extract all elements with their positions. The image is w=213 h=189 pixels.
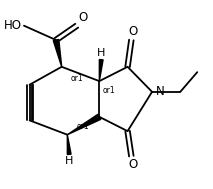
Text: H: H (65, 156, 73, 166)
Polygon shape (67, 135, 71, 155)
Text: O: O (79, 11, 88, 24)
Text: H: H (97, 48, 105, 58)
Text: O: O (129, 158, 138, 171)
Polygon shape (53, 40, 62, 67)
Polygon shape (99, 60, 103, 81)
Text: or1: or1 (71, 74, 84, 83)
Text: HO: HO (4, 19, 22, 32)
Text: N: N (156, 85, 165, 98)
Text: or1: or1 (103, 86, 116, 95)
Polygon shape (67, 114, 101, 135)
Text: or1: or1 (77, 122, 89, 131)
Text: O: O (129, 25, 138, 38)
